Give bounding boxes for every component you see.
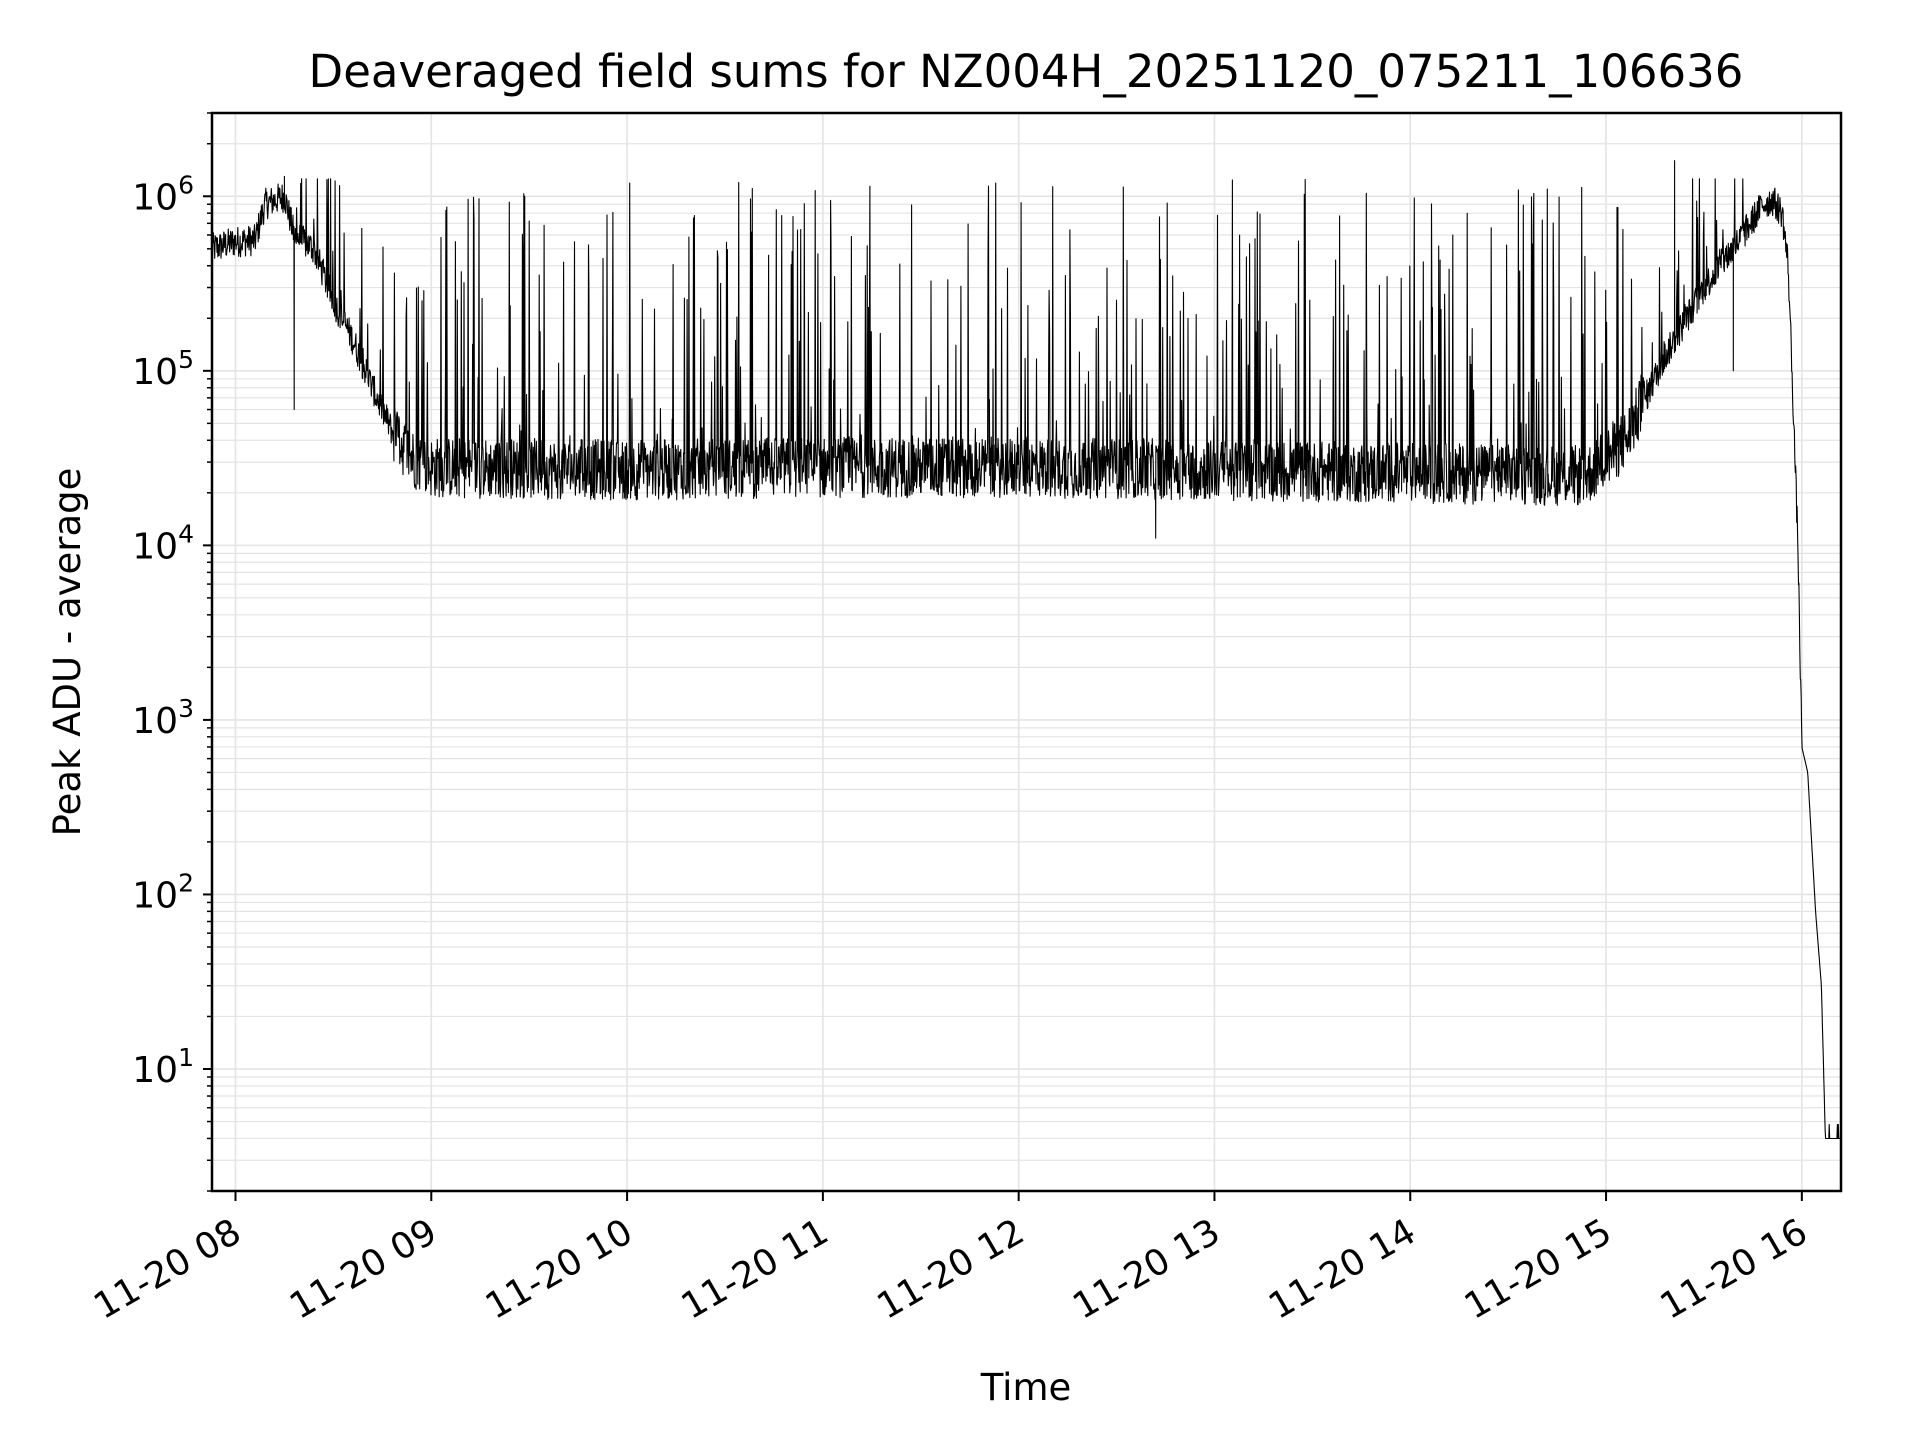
y-tick-exponent: 3 [178, 694, 194, 723]
y-tick-label: 102 [132, 868, 194, 916]
chart-title: Deaveraged field sums for NZ004H_2025112… [309, 45, 1744, 98]
y-tick-base: 10 [132, 177, 178, 218]
y-tick-exponent: 2 [178, 868, 194, 897]
plot-frame [210, 111, 1843, 1193]
y-tick-label: 106 [132, 170, 194, 218]
y-tick-exponent: 5 [178, 345, 194, 374]
ticks [203, 112, 1803, 1201]
y-tick-exponent: 6 [178, 170, 194, 199]
x-axis-label: Time [980, 1366, 1072, 1409]
y-tick-exponent: 1 [178, 1043, 194, 1072]
y-tick-label: 101 [132, 1043, 194, 1091]
y-tick-label: 105 [132, 345, 194, 393]
y-tick-base: 10 [132, 701, 178, 742]
y-tick-exponent: 4 [178, 519, 194, 548]
y-tick-base: 10 [132, 352, 178, 393]
y-tick-label: 103 [132, 694, 194, 742]
series-line [211, 160, 1842, 1140]
y-axis-label: Peak ADU - average [46, 468, 89, 837]
y-tick-base: 10 [132, 875, 178, 916]
series-layer [211, 160, 1842, 1140]
y-tick-base: 10 [132, 526, 178, 567]
y-tick-label: 104 [132, 519, 194, 567]
y-tick-base: 10 [132, 1050, 178, 1091]
grid [212, 112, 1841, 1192]
